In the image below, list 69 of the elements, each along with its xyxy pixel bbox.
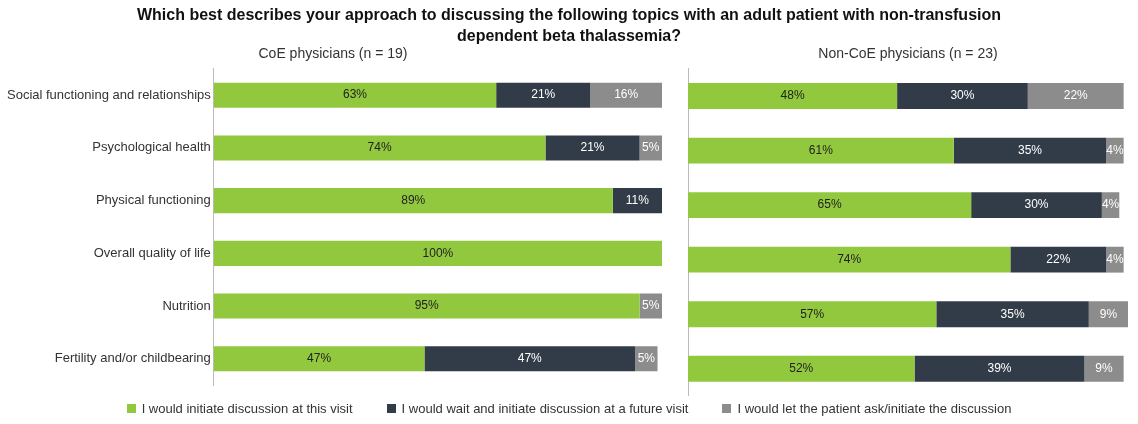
- bar: [213, 346, 425, 372]
- data-label: 57%: [800, 306, 825, 321]
- data-label: 4%: [1106, 251, 1124, 266]
- bar: [213, 188, 613, 214]
- data-label: 89%: [401, 192, 426, 207]
- bar: [971, 192, 1102, 219]
- chart-subtitle: Non-CoE physicians (n = 23): [818, 45, 998, 62]
- data-label: 39%: [987, 361, 1012, 376]
- data-label: 48%: [780, 88, 805, 103]
- legend-label: I would initiate discussion at this visit: [140, 401, 353, 416]
- data-label: 5%: [642, 298, 660, 313]
- bar: [897, 83, 1028, 110]
- bar: [213, 293, 640, 319]
- legend-label: I would wait and initiate discussion at a future visit: [400, 401, 689, 416]
- data-label: 21%: [531, 87, 556, 102]
- y-tick-label: Overall quality of life: [93, 244, 211, 260]
- data-label: 30%: [1024, 197, 1049, 212]
- data-label: 47%: [307, 351, 332, 366]
- data-label: 61%: [808, 142, 834, 157]
- bar: [496, 82, 591, 108]
- bar: [1027, 83, 1124, 110]
- bar: [936, 301, 1089, 328]
- data-label: 63%: [342, 87, 368, 102]
- bar: [213, 82, 497, 108]
- chart-title: Which best describes your approach to discussing the following topics with an adult patient with non-transfusion dependent beta thalassemia?: [135, 5, 1003, 46]
- bar: [688, 355, 915, 382]
- data-label: 30%: [950, 88, 975, 103]
- bar: [1084, 355, 1124, 382]
- data-label: 52%: [789, 361, 814, 376]
- data-label: 11%: [625, 192, 650, 207]
- y-tick-label: Social functioning and relationships: [6, 86, 212, 102]
- data-label: 9%: [1099, 306, 1118, 321]
- bar: [1010, 246, 1107, 273]
- bar: [688, 301, 937, 328]
- data-label: 21%: [580, 140, 605, 155]
- bar: [545, 135, 640, 161]
- data-label: 22%: [1063, 88, 1089, 103]
- bar: [688, 192, 972, 219]
- data-label: 4%: [1106, 142, 1124, 157]
- data-label: 5%: [642, 140, 660, 155]
- data-label: 5%: [637, 351, 656, 366]
- data-label: 35%: [1017, 142, 1043, 157]
- data-label: 9%: [1095, 361, 1114, 376]
- bar: [953, 137, 1107, 164]
- bar: [590, 82, 662, 108]
- bar: [914, 355, 1085, 382]
- data-label: 95%: [414, 298, 440, 313]
- data-label: 65%: [817, 197, 842, 212]
- data-label: 4%: [1101, 197, 1120, 212]
- bar: [688, 83, 898, 110]
- legend-label: I would let the patient ask/initiate the discussion: [736, 401, 1012, 416]
- data-label: 100%: [422, 245, 454, 260]
- bar: [213, 135, 546, 161]
- data-label: 35%: [1000, 306, 1025, 321]
- data-label: 16%: [614, 87, 639, 102]
- y-tick-label: Psychological health: [92, 139, 211, 155]
- bar: [612, 188, 662, 214]
- bar: [688, 137, 954, 164]
- data-label: 22%: [1046, 251, 1071, 266]
- data-label: 47%: [517, 351, 543, 366]
- data-label: 74%: [837, 251, 862, 266]
- bar: [213, 240, 662, 266]
- bar: [424, 346, 636, 372]
- data-label: 74%: [367, 140, 392, 155]
- y-tick-label: Nutrition: [162, 297, 211, 313]
- bar: [688, 246, 1011, 273]
- y-tick-label: Fertility and/or childbearing: [54, 350, 211, 366]
- y-tick-label: Physical functioning: [95, 192, 211, 208]
- chart-subtitle: CoE physicians (n = 19): [258, 45, 408, 62]
